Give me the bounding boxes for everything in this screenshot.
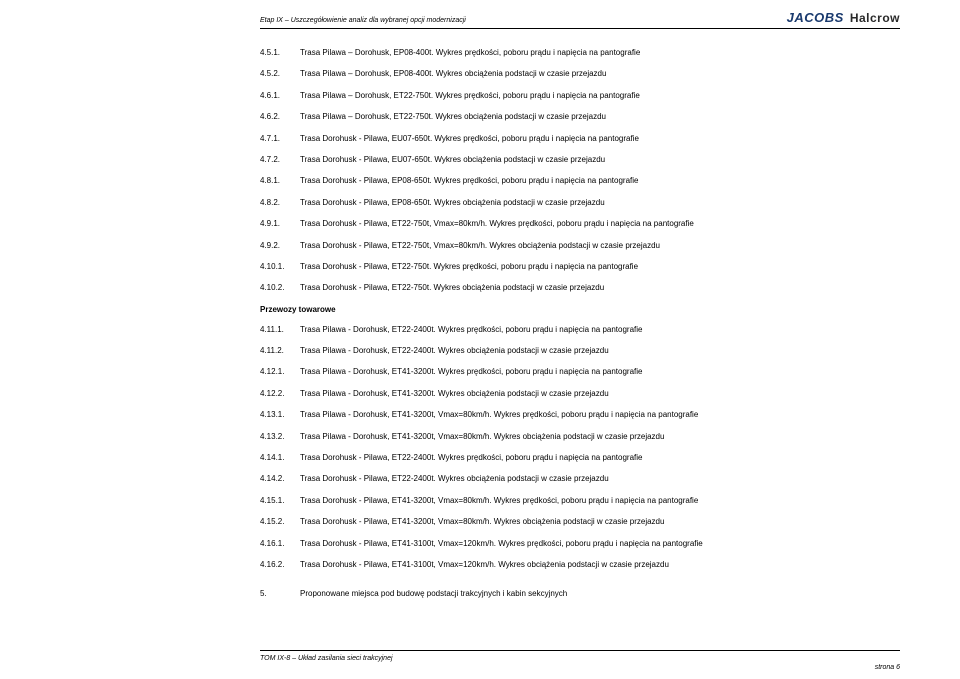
toc-row: 4.16.2.Trasa Dorohusk - Pilawa, ET41-310… [260,560,900,570]
toc-number: 4.5.2. [260,69,300,79]
toc-number: 4.13.2. [260,432,300,442]
section-heading: Przewozy towarowe [260,305,900,314]
toc-text: Trasa Pilawa - Dorohusk, ET41-3200t. Wyk… [300,389,900,399]
toc-text: Trasa Pilawa - Dorohusk, ET22-2400t. Wyk… [300,325,900,335]
toc-text: Trasa Dorohusk - Pilawa, EU07-650t. Wykr… [300,155,900,165]
toc-number: 4.16.1. [260,539,300,549]
page-number: strona 6 [875,664,900,671]
toc-text: Trasa Dorohusk - Pilawa, ET41-3200t, Vma… [300,496,900,506]
toc-number: 4.15.2. [260,517,300,527]
toc-text: Trasa Pilawa - Dorohusk, ET41-3200t, Vma… [300,432,900,442]
toc-row: 4.7.2.Trasa Dorohusk - Pilawa, EU07-650t… [260,155,900,165]
toc-number: 4.8.2. [260,198,300,208]
toc-text: Trasa Dorohusk - Pilawa, ET41-3100t, Vma… [300,560,900,570]
toc-text: Trasa Dorohusk - Pilawa, EP08-650t. Wykr… [300,198,900,208]
toc-row: 4.11.1.Trasa Pilawa - Dorohusk, ET22-240… [260,325,900,335]
toc-number: 5. [260,589,300,599]
toc-text: Trasa Dorohusk - Pilawa, ET22-750t. Wykr… [300,283,900,293]
toc-row: 4.9.2.Trasa Dorohusk - Pilawa, ET22-750t… [260,241,900,251]
toc-text: Trasa Pilawa - Dorohusk, ET41-3200t, Vma… [300,410,900,420]
toc-row: 5.Proponowane miejsca pod budowę podstac… [260,589,900,599]
toc-number: 4.10.1. [260,262,300,272]
toc-number: 4.5.1. [260,48,300,58]
toc-row: 4.14.2.Trasa Dorohusk - Pilawa, ET22-240… [260,474,900,484]
toc-row: 4.16.1.Trasa Dorohusk - Pilawa, ET41-310… [260,539,900,549]
footer-rule [260,650,900,651]
toc-number: 4.12.2. [260,389,300,399]
toc-row: 4.15.2.Trasa Dorohusk - Pilawa, ET41-320… [260,517,900,527]
toc-row: 4.5.1.Trasa Pilawa – Dorohusk, EP08-400t… [260,48,900,58]
toc-row: 4.7.1.Trasa Dorohusk - Pilawa, EU07-650t… [260,134,900,144]
toc-text: Trasa Pilawa – Dorohusk, EP08-400t. Wykr… [300,48,900,58]
toc-text: Trasa Dorohusk - Pilawa, ET22-2400t. Wyk… [300,453,900,463]
toc-number: 4.11.2. [260,346,300,356]
toc-number: 4.15.1. [260,496,300,506]
toc-row: 4.9.1.Trasa Dorohusk - Pilawa, ET22-750t… [260,219,900,229]
toc-number: 4.12.1. [260,367,300,377]
toc-text: Trasa Pilawa - Dorohusk, ET41-3200t. Wyk… [300,367,900,377]
halcrow-logo: Halcrow [850,11,900,25]
toc-text: Trasa Dorohusk - Pilawa, ET41-3200t, Vma… [300,517,900,527]
toc-text: Trasa Dorohusk - Pilawa, ET22-750t, Vmax… [300,219,900,229]
toc-row: 4.12.1.Trasa Pilawa - Dorohusk, ET41-320… [260,367,900,377]
toc-text: Trasa Pilawa – Dorohusk, EP08-400t. Wykr… [300,69,900,79]
toc-row: 4.10.1.Trasa Dorohusk - Pilawa, ET22-750… [260,262,900,272]
toc-text: Trasa Pilawa – Dorohusk, ET22-750t. Wykr… [300,91,900,101]
toc-row: 4.13.1.Trasa Pilawa - Dorohusk, ET41-320… [260,410,900,420]
jacobs-logo: JACOBS [787,10,844,25]
toc-number: 4.7.2. [260,155,300,165]
toc-text: Trasa Dorohusk - Pilawa, ET22-750t. Wykr… [300,262,900,272]
toc-row: 4.5.2.Trasa Pilawa – Dorohusk, EP08-400t… [260,69,900,79]
toc-text: Trasa Dorohusk - Pilawa, ET22-750t, Vmax… [300,241,900,251]
toc-row: 4.6.1.Trasa Pilawa – Dorohusk, ET22-750t… [260,91,900,101]
toc-number: 4.7.1. [260,134,300,144]
toc-text: Trasa Dorohusk - Pilawa, EU07-650t. Wykr… [300,134,900,144]
toc-row: 4.14.1.Trasa Dorohusk - Pilawa, ET22-240… [260,453,900,463]
toc-text: Trasa Pilawa - Dorohusk, ET22-2400t. Wyk… [300,346,900,356]
toc-number: 4.14.1. [260,453,300,463]
toc-text: Trasa Dorohusk - Pilawa, ET22-2400t. Wyk… [300,474,900,484]
toc-text: Trasa Dorohusk - Pilawa, EP08-650t. Wykr… [300,176,900,186]
toc-number: 4.13.1. [260,410,300,420]
toc-number: 4.9.2. [260,241,300,251]
toc-number: 4.10.2. [260,283,300,293]
toc-number: 4.16.2. [260,560,300,570]
toc-row: 4.11.2.Trasa Pilawa - Dorohusk, ET22-240… [260,346,900,356]
toc-row: 4.15.1.Trasa Dorohusk - Pilawa, ET41-320… [260,496,900,506]
toc-row: 4.12.2.Trasa Pilawa - Dorohusk, ET41-320… [260,389,900,399]
header-title: Etap IX – Uszczegółowienie analiz dla wy… [260,17,466,24]
logo-block: JACOBS Halcrow [787,10,900,25]
toc-content: 4.5.1.Trasa Pilawa – Dorohusk, EP08-400t… [260,48,900,600]
toc-row: 4.8.2.Trasa Dorohusk - Pilawa, EP08-650t… [260,198,900,208]
footer-title: TOM IX-8 – Układ zasilania sieci trakcyj… [260,655,393,662]
toc-row: 4.13.2.Trasa Pilawa - Dorohusk, ET41-320… [260,432,900,442]
toc-text: Trasa Dorohusk - Pilawa, ET41-3100t, Vma… [300,539,900,549]
toc-number: 4.8.1. [260,176,300,186]
toc-number: 4.9.1. [260,219,300,229]
toc-row: 4.8.1.Trasa Dorohusk - Pilawa, EP08-650t… [260,176,900,186]
toc-text: Proponowane miejsca pod budowę podstacji… [300,589,900,599]
toc-number: 4.11.1. [260,325,300,335]
toc-text: Trasa Pilawa – Dorohusk, ET22-750t. Wykr… [300,112,900,122]
toc-row: 4.10.2.Trasa Dorohusk - Pilawa, ET22-750… [260,283,900,293]
toc-row: 4.6.2.Trasa Pilawa – Dorohusk, ET22-750t… [260,112,900,122]
toc-number: 4.14.2. [260,474,300,484]
toc-number: 4.6.2. [260,112,300,122]
toc-number: 4.6.1. [260,91,300,101]
header-rule [260,28,900,29]
